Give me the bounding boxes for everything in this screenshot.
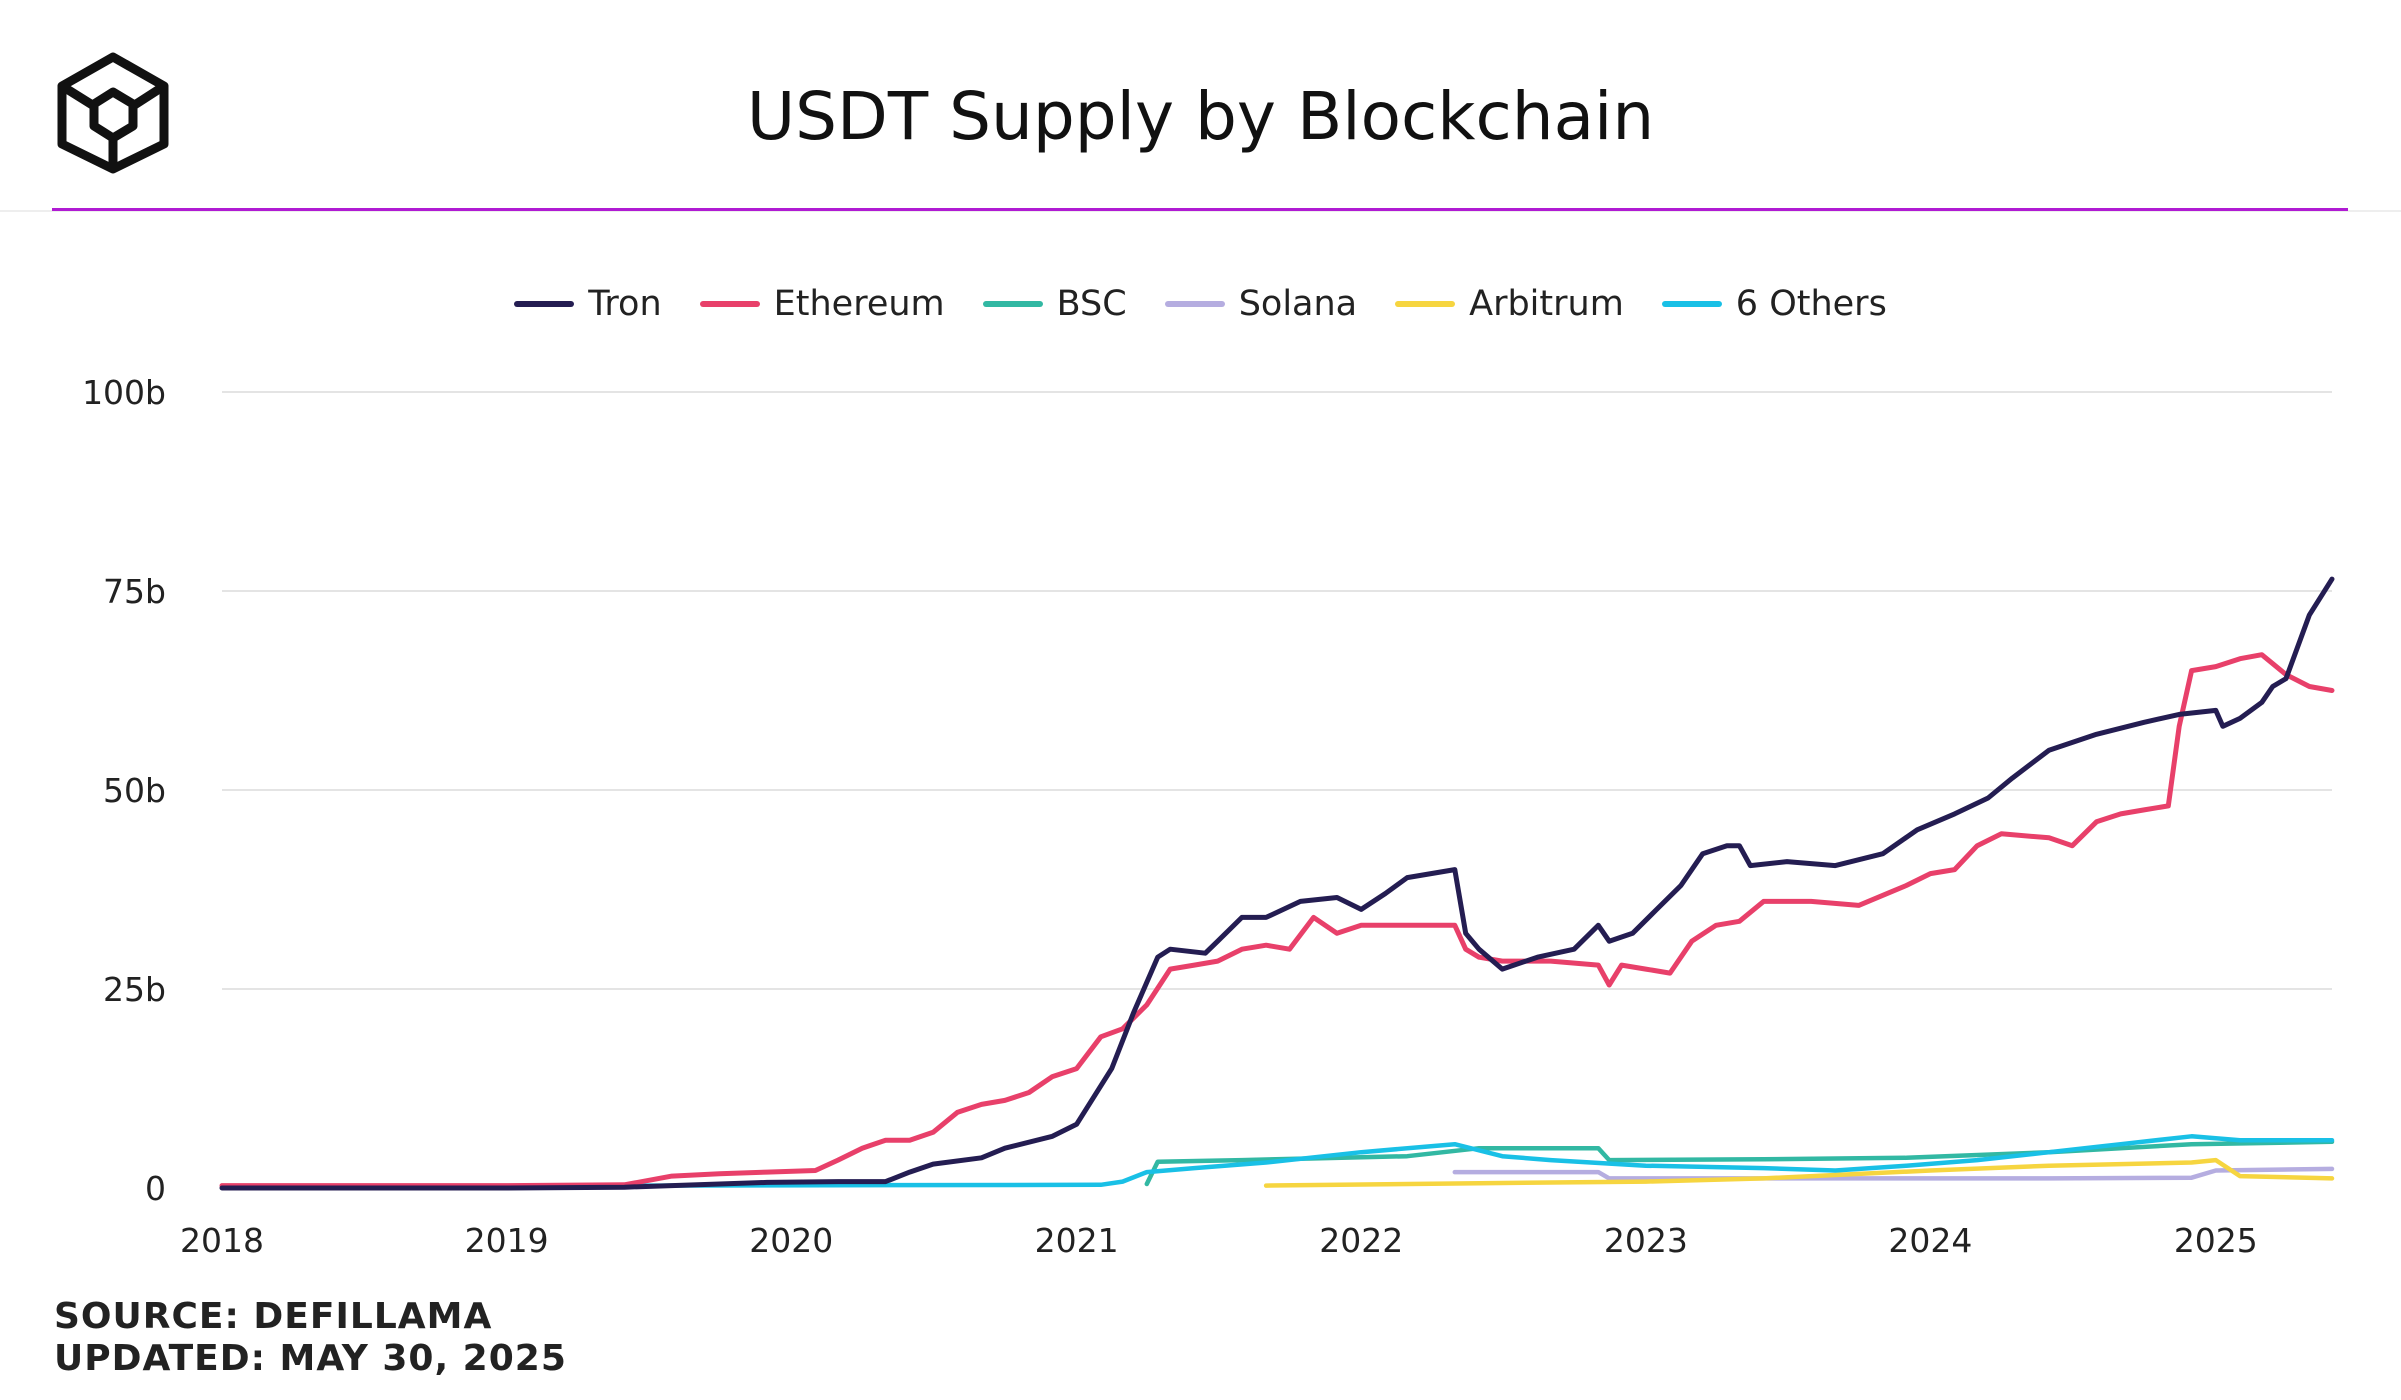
chart-footer: SOURCE: DEFILLAMA UPDATED: MAY 30, 2025 bbox=[54, 1296, 567, 1380]
series-line-solana bbox=[1452, 1166, 2335, 1181]
legend-label: BSC bbox=[1056, 284, 1127, 324]
x-tick-label: 2018 bbox=[180, 1221, 264, 1260]
series-line-ethereum bbox=[219, 652, 2335, 1189]
legend-swatch bbox=[1661, 301, 1722, 307]
legend-swatch bbox=[514, 301, 575, 307]
chart-legend: Tron Ethereum BSC Solana Arbitrum 6 Othe… bbox=[0, 284, 2401, 324]
y-tick-label: 50b bbox=[103, 771, 166, 810]
legend-label: Tron bbox=[588, 284, 662, 324]
y-tick-label: 100b bbox=[82, 373, 166, 412]
updated-note: UPDATED: MAY 30, 2025 bbox=[54, 1338, 567, 1379]
legend-label: Arbitrum bbox=[1469, 284, 1624, 324]
y-tick-label: 75b bbox=[103, 572, 166, 611]
x-tick-label: 2022 bbox=[1319, 1221, 1403, 1260]
legend-item-arbitrum: Arbitrum bbox=[1395, 284, 1624, 324]
x-tick-label: 2024 bbox=[1888, 1221, 1972, 1260]
legend-label: Ethereum bbox=[773, 284, 945, 324]
series-line-arbitrum bbox=[1263, 1157, 2335, 1188]
x-tick-label: 2025 bbox=[2174, 1221, 2258, 1260]
source-note: SOURCE: DEFILLAMA bbox=[54, 1296, 493, 1337]
series-line-tron bbox=[219, 576, 2335, 1191]
accent-divider bbox=[52, 208, 2348, 211]
cube-logo-icon bbox=[52, 52, 174, 174]
legend-label: 6 Others bbox=[1735, 284, 1887, 324]
y-tick-label: 25b bbox=[103, 970, 166, 1009]
chart-title: USDT Supply by Blockchain bbox=[746, 78, 1655, 155]
x-tick-label: 2023 bbox=[1604, 1221, 1688, 1260]
legend-swatch bbox=[699, 301, 760, 307]
legend-item-solana: Solana bbox=[1164, 284, 1358, 324]
legend-item-ethereum: Ethereum bbox=[699, 284, 945, 324]
y-tick-label: 0 bbox=[145, 1169, 166, 1208]
x-tick-label: 2019 bbox=[465, 1221, 549, 1260]
header-divider bbox=[0, 210, 2401, 212]
legend-item-others: 6 Others bbox=[1661, 284, 1887, 324]
legend-item-tron: Tron bbox=[514, 284, 662, 324]
legend-item-bsc: BSC bbox=[982, 284, 1127, 324]
legend-label: Solana bbox=[1238, 284, 1358, 324]
legend-swatch bbox=[982, 301, 1043, 307]
x-tick-label: 2020 bbox=[749, 1221, 833, 1260]
x-tick-label: 2021 bbox=[1035, 1221, 1119, 1260]
legend-swatch bbox=[1395, 301, 1456, 307]
series-line-6-others bbox=[219, 1134, 2335, 1189]
legend-swatch bbox=[1164, 301, 1225, 307]
